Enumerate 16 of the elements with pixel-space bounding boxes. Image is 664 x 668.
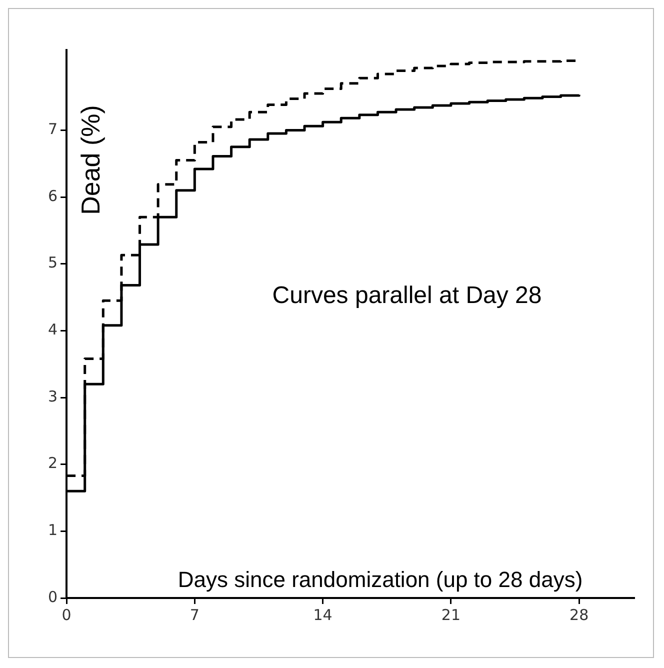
y-axis-title: Dead (%): [76, 105, 106, 215]
x-tick-label: 14: [313, 606, 332, 624]
x-tick-label: 28: [570, 606, 589, 624]
annotation: Curves parallel at Day 28: [272, 282, 542, 310]
x-tick-label: 0: [62, 606, 72, 624]
y-tick-label: 5: [48, 254, 58, 272]
y-tick-label: 7: [48, 120, 58, 138]
x-tick-label: 7: [190, 606, 200, 624]
y-tick-label: 0: [48, 588, 58, 606]
x-axis-title: Days since randomization (up to 28 days): [178, 567, 583, 592]
y-tick-label: 6: [48, 186, 58, 205]
y-tick-label: 2: [48, 454, 58, 472]
y-tick-label: 3: [48, 387, 58, 406]
y-tick-label: 1: [48, 521, 58, 540]
y-tick-label: 4: [48, 320, 58, 339]
x-tick-label: 21: [441, 606, 460, 624]
